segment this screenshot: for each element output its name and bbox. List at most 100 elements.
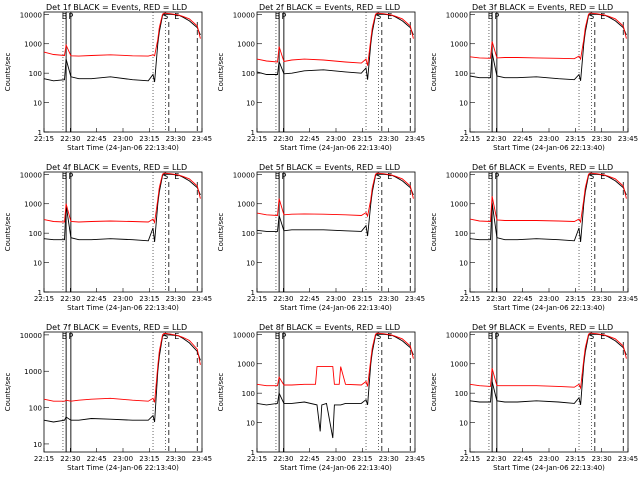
y-axis-label: Counts/sec <box>217 53 225 92</box>
x-tick-label: 22:15 <box>460 295 480 303</box>
x-tick-label: 23:15 <box>352 295 372 303</box>
axes-frame <box>256 171 416 293</box>
detector-panel-6: Det 6f BLACK = Events, RED = LLD 1 10 100 10… <box>430 163 638 312</box>
marker-label-E: E <box>174 332 179 341</box>
y-tick-label: 10000 <box>446 331 468 339</box>
x-tick-label: 22:45 <box>513 135 533 143</box>
marker-label-P: P <box>281 332 286 341</box>
detector-panel-9: Det 9f BLACK = Events, RED = LLD 1 10 100 10… <box>430 323 638 472</box>
y-tick-label: 10000 <box>233 11 255 19</box>
axes-frame <box>469 171 629 293</box>
marker-label-B: B <box>62 332 68 341</box>
x-tick-label: 23:30 <box>592 135 612 143</box>
x-tick-label: 22:45 <box>87 135 107 143</box>
x-tick-label: 22:30 <box>486 295 506 303</box>
x-tick-label: 22:45 <box>300 455 320 463</box>
x-axis-label: Start Time (24-Jan-06 22:13:40) <box>493 464 605 472</box>
marker-label-S: S <box>376 332 381 341</box>
x-tick-label: 22:45 <box>513 455 533 463</box>
series-lld <box>43 172 201 225</box>
axes-frame <box>256 11 416 133</box>
x-tick-label: 23:00 <box>113 295 133 303</box>
y-tick-label: 10 <box>246 420 255 428</box>
series-lld <box>469 172 627 224</box>
x-tick-label: 23:00 <box>113 135 133 143</box>
detector-panel-7: Det 7f BLACK = Events, RED = LLD 10 100 100… <box>4 323 212 472</box>
x-tick-label: 23:00 <box>113 455 133 463</box>
panel-title: Det 9f BLACK = Events, RED = LLD <box>472 323 613 332</box>
x-tick-label: 23:45 <box>405 455 425 463</box>
y-tick-label: 10 <box>33 260 42 268</box>
x-tick-label: 22:15 <box>460 455 480 463</box>
y-tick-label: 1000 <box>450 41 468 49</box>
x-tick-label: 23:15 <box>352 135 372 143</box>
panel-title: Det 5f BLACK = Events, RED = LLD <box>259 163 400 172</box>
axes-frame <box>469 11 629 133</box>
y-tick-label: 1000 <box>450 201 468 209</box>
x-tick-label: 23:45 <box>618 135 638 143</box>
x-tick-label: 23:15 <box>565 455 585 463</box>
marker-label-B: B <box>488 172 494 181</box>
x-tick-label: 23:15 <box>565 135 585 143</box>
axes-frame <box>43 171 203 293</box>
marker-label-S: S <box>589 332 594 341</box>
detector-panel-5: Det 5f BLACK = Events, RED = LLD 1 10 100 10… <box>217 163 425 312</box>
x-axis-label: Start Time (24-Jan-06 22:13:40) <box>280 464 392 472</box>
x-tick-label: 23:00 <box>539 295 559 303</box>
x-tick-label: 23:00 <box>539 455 559 463</box>
marker-label-E: E <box>600 172 605 181</box>
y-tick-label: 1000 <box>24 201 42 209</box>
series-lld <box>43 332 201 403</box>
x-tick-label: 22:30 <box>486 135 506 143</box>
x-tick-label: 22:30 <box>273 135 293 143</box>
marker-label-S: S <box>376 172 381 181</box>
x-tick-label: 23:30 <box>166 295 186 303</box>
x-tick-label: 23:45 <box>618 455 638 463</box>
detector-panel-8: Det 8f BLACK = Events, RED = LLD 1 10 100 10… <box>217 323 425 472</box>
y-tick-label: 10 <box>459 100 468 108</box>
x-axis-label: Start Time (24-Jan-06 22:13:40) <box>67 304 179 312</box>
y-tick-label: 1 <box>251 289 255 297</box>
marker-label-B: B <box>62 172 68 181</box>
detector-panel-2: Det 2f BLACK = Events, RED = LLD 1 10 100 10… <box>217 3 425 152</box>
x-tick-label: 23:30 <box>379 455 399 463</box>
y-tick-label: 1 <box>251 129 255 137</box>
x-tick-label: 22:45 <box>513 295 533 303</box>
x-tick-label: 22:45 <box>87 455 107 463</box>
marker-label-E: E <box>387 172 392 181</box>
axes-frame <box>43 331 203 453</box>
y-tick-label: 1 <box>251 449 255 457</box>
y-tick-label: 10 <box>246 260 255 268</box>
y-tick-label: 1000 <box>237 201 255 209</box>
series-events <box>469 333 627 405</box>
y-tick-label: 10 <box>459 420 468 428</box>
marker-label-E: E <box>600 12 605 21</box>
axes-frame <box>43 11 203 133</box>
y-tick-label: 100 <box>242 390 255 398</box>
y-tick-label: 10000 <box>20 171 42 179</box>
x-tick-label: 23:45 <box>192 135 212 143</box>
y-tick-label: 1000 <box>237 361 255 369</box>
y-tick-label: 1000 <box>450 361 468 369</box>
y-tick-label: 1 <box>38 129 42 137</box>
marker-label-S: S <box>163 332 168 341</box>
panel-title: Det 7f BLACK = Events, RED = LLD <box>46 323 187 332</box>
x-tick-label: 22:45 <box>87 295 107 303</box>
y-axis-label: Counts/sec <box>217 213 225 252</box>
x-tick-label: 23:00 <box>326 135 346 143</box>
x-tick-label: 23:30 <box>166 455 186 463</box>
axes-frame <box>469 331 629 453</box>
series-lld <box>256 172 414 218</box>
x-tick-label: 22:30 <box>60 295 80 303</box>
x-tick-label: 22:30 <box>60 455 80 463</box>
marker-label-S: S <box>163 12 168 21</box>
x-tick-label: 22:15 <box>460 135 480 143</box>
x-axis-label: Start Time (24-Jan-06 22:13:40) <box>280 144 392 152</box>
y-tick-label: 100 <box>455 230 468 238</box>
x-tick-label: 23:45 <box>618 295 638 303</box>
y-tick-label: 1 <box>464 129 468 137</box>
y-tick-label: 100 <box>455 390 468 398</box>
y-tick-label: 10000 <box>20 332 42 340</box>
x-tick-label: 23:00 <box>326 455 346 463</box>
